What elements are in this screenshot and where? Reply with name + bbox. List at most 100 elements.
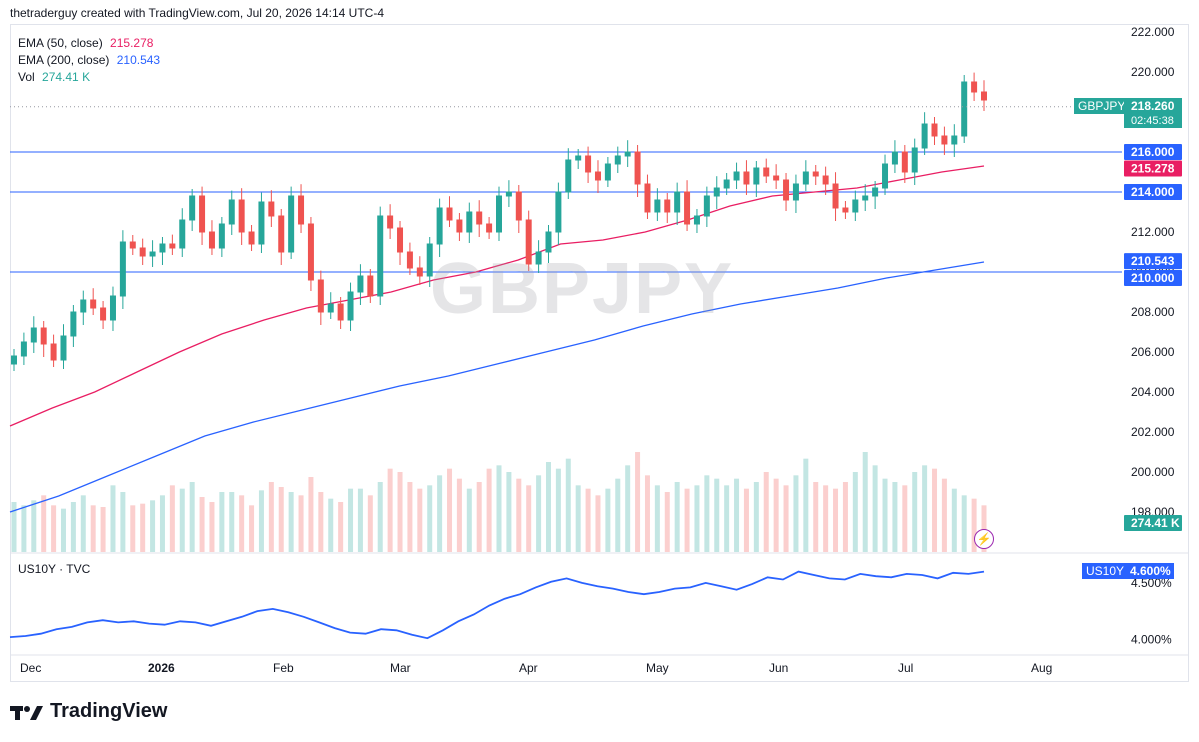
- candle-body: [783, 179, 790, 201]
- candle-body: [456, 219, 463, 233]
- price-tick-label: 200.000: [1131, 465, 1175, 479]
- candle-body: [436, 207, 443, 245]
- ema200-badge-text: 210.543: [1131, 254, 1175, 268]
- ema200-legend[interactable]: EMA (200, close) 210.543: [18, 52, 160, 69]
- tradingview-brand: TradingView: [50, 700, 168, 722]
- volume-bar: [773, 478, 779, 552]
- volume-bar: [536, 475, 542, 552]
- us10y-badge: US10Y 4.600%: [1082, 563, 1174, 579]
- candle-body: [426, 243, 433, 277]
- level-214-badge-text: 214.000: [1131, 185, 1175, 199]
- candle-body: [614, 155, 621, 165]
- us10y-value-text: 4.600%: [1130, 564, 1171, 578]
- candle-body: [931, 123, 938, 137]
- volume-bar: [51, 505, 57, 552]
- candle-body: [684, 191, 691, 225]
- time-tick-label: 2026: [148, 661, 175, 675]
- candle-body: [476, 211, 483, 225]
- volume-bar: [427, 485, 433, 552]
- us10y-tick-label: 4.000%: [1131, 632, 1172, 646]
- volume-bar: [704, 475, 710, 552]
- volume-badge-bg: [1124, 515, 1182, 531]
- volume-bar: [308, 477, 314, 552]
- candle-body: [307, 223, 314, 281]
- candle-body: [159, 243, 166, 253]
- flash-icon[interactable]: ⚡: [974, 529, 994, 549]
- volume-bar: [595, 495, 601, 552]
- volume-bar: [684, 488, 690, 552]
- volume-bar: [783, 485, 789, 552]
- candle-body: [545, 231, 552, 253]
- candle-body: [357, 275, 364, 293]
- candle-body: [525, 219, 532, 265]
- volume-bar: [318, 492, 324, 552]
- volume-bar: [724, 485, 730, 552]
- level-210-badge-text: 210.000: [1131, 271, 1175, 285]
- candle-body: [743, 171, 750, 185]
- volume-bar: [615, 478, 621, 552]
- price-tick-label: 206.000: [1131, 345, 1175, 359]
- axis-badges: 216.000 215.278 214.000 210.543 210.000 274.4…: [1074, 98, 1182, 579]
- us10y-value-bg: [1124, 563, 1174, 579]
- volume-bar: [397, 472, 403, 552]
- volume-bar: [674, 482, 680, 552]
- ema200-value: 210.543: [116, 53, 161, 67]
- chart-frame: [10, 24, 1189, 682]
- volume-bar: [456, 478, 462, 552]
- candle-body: [773, 175, 780, 181]
- volume-bar: [288, 492, 294, 552]
- ema200-polyline: [9, 261, 985, 513]
- candle-body: [139, 247, 146, 257]
- candle-body: [20, 341, 27, 357]
- volume-bar: [902, 485, 908, 552]
- volume-bar: [872, 465, 878, 552]
- volume-bar: [664, 492, 670, 552]
- volume-bar: [169, 485, 175, 552]
- level-214-badge-bg: [1124, 184, 1182, 200]
- level-216-badge: 216.000: [1124, 144, 1182, 160]
- volume-bar: [199, 497, 205, 552]
- candle-body: [624, 151, 631, 157]
- candle-body: [496, 195, 502, 233]
- candle-body: [258, 201, 265, 245]
- ema50-legend[interactable]: EMA (50, close) 215.278: [18, 35, 160, 52]
- volume-bar: [258, 490, 264, 552]
- ema50-label: EMA (50, close): [18, 36, 103, 50]
- ema200-line: [9, 261, 985, 513]
- volume-bar: [476, 482, 482, 552]
- volume-bar: [338, 502, 344, 552]
- candle-body: [199, 195, 206, 233]
- volume-bar: [961, 495, 967, 552]
- volume-bar: [219, 492, 225, 552]
- candle-body: [327, 303, 334, 313]
- ema50-value: 215.278: [110, 36, 154, 50]
- volume-bar: [437, 475, 443, 552]
- candle-body: [40, 327, 47, 345]
- candle-body: [654, 199, 661, 213]
- volume-bar: [466, 488, 472, 552]
- candle-body: [337, 303, 344, 321]
- level-216-badge-bg: [1124, 144, 1182, 160]
- level-210-badge: 210.000: [1124, 270, 1182, 286]
- volume-bar: [179, 488, 185, 552]
- time-tick-label: May: [646, 661, 669, 675]
- candle-body: [961, 81, 968, 137]
- ema50-badge: 215.278: [1124, 160, 1182, 177]
- candle-body: [11, 355, 17, 365]
- us10y-pane-title[interactable]: US10Y · TVC: [18, 562, 91, 576]
- candle-body: [169, 243, 176, 249]
- candle-body: [594, 171, 601, 181]
- time-tick-label: Jun: [769, 661, 788, 675]
- volume-legend[interactable]: Vol 274.41 K: [18, 69, 160, 86]
- symbol-badge-text: GBPJPY: [1078, 99, 1125, 113]
- volume-bar: [585, 488, 591, 552]
- volume-bar: [110, 485, 116, 552]
- candle-body: [278, 215, 285, 253]
- volume-bar: [387, 468, 393, 552]
- countdown-text: 02:45:38: [1131, 115, 1174, 127]
- volume-bar: [555, 468, 561, 552]
- volume-bar: [605, 488, 611, 552]
- volume-bar: [941, 478, 947, 552]
- candle-body: [802, 171, 809, 185]
